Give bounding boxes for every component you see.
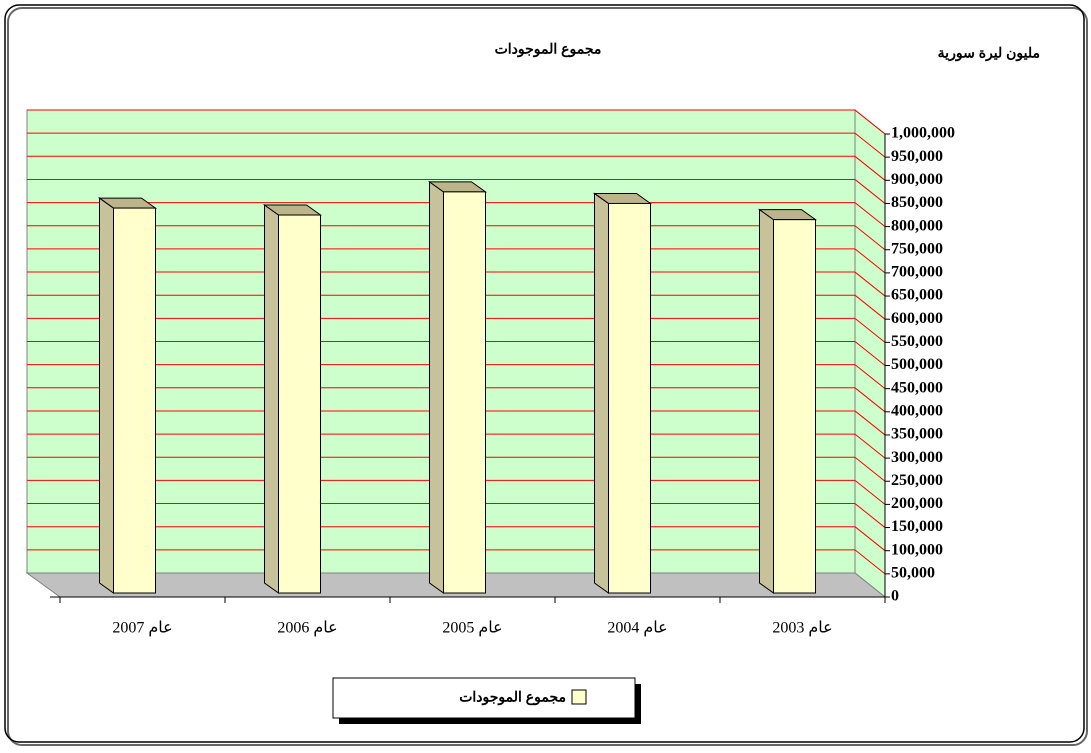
grid-line: [854, 202, 886, 227]
bar-side: [99, 197, 114, 594]
y-tick-label: 450,000: [891, 379, 943, 396]
y-tick-label: 750,000: [891, 240, 943, 257]
x-tick-label: عام 2005: [442, 620, 502, 637]
border-shadow: [7, 7, 1088, 746]
grid-line: [854, 433, 886, 459]
bar: [608, 202, 651, 594]
grid-line: [854, 248, 886, 274]
bar: [278, 214, 321, 594]
grid-line: [854, 179, 886, 204]
y-tick-label: 200,000: [891, 495, 943, 512]
grid-line: [854, 364, 886, 390]
y-tick-label: 950,000: [891, 148, 943, 165]
y-tick-label: 900,000: [891, 171, 943, 188]
bar-side: [594, 192, 609, 594]
y-tick-label: 850,000: [891, 194, 943, 211]
grid-line: [854, 503, 886, 528]
x-tick-label: عام 2004: [607, 620, 667, 637]
x-tick-label: عام 2006: [277, 620, 337, 637]
bar-side: [429, 180, 444, 594]
grid-line: [854, 294, 886, 320]
y-tick-label: 250,000: [891, 472, 943, 489]
x-tick-label: عام 2007: [112, 620, 172, 637]
bar: [113, 207, 156, 594]
y-tick-label: 1,000,000: [891, 125, 955, 142]
bar: [773, 219, 816, 594]
y-tick-label: 350,000: [891, 426, 943, 443]
grid-line: [854, 480, 886, 505]
bar: [443, 191, 486, 594]
y-tick-label: 800,000: [891, 217, 943, 234]
x-tick-label: عام 2003: [772, 620, 832, 637]
grid-line: [854, 132, 886, 158]
grid-line: [854, 109, 886, 135]
y-tick-label: 150,000: [891, 518, 943, 535]
y-tick-label: 100,000: [891, 541, 943, 558]
plot: 0 50,000 100,000 150,000 200,000 250,000 300,0…: [25, 108, 955, 637]
bar-side: [759, 208, 774, 594]
y-tick-label: 500,000: [891, 356, 943, 373]
grid-line: [854, 225, 886, 251]
chart-title: مجموع الموجودات: [495, 41, 602, 58]
legend-swatch: [571, 689, 587, 705]
y-tick-label: 50,000: [891, 565, 935, 582]
grid-line: [854, 271, 886, 297]
y-tick-label: 600,000: [891, 310, 943, 327]
grid-line: [854, 410, 886, 436]
grid-line: [854, 155, 886, 181]
y-tick-label: 550,000: [891, 333, 943, 350]
grid-line: [854, 456, 886, 482]
y-tick-label: 300,000: [891, 449, 943, 466]
y-tick-label: 650,000: [891, 287, 943, 304]
legend-label: مجموع الموجودات: [459, 689, 566, 706]
y-tick-label: 400,000: [891, 402, 943, 419]
grid-line: [854, 387, 886, 413]
y-tick-label: 700,000: [891, 264, 943, 281]
grid-line: [854, 317, 886, 343]
bar-side: [264, 204, 279, 594]
y-tick-label: 0: [891, 588, 899, 605]
y-axis-label: مليون ليرة سورية: [938, 45, 1040, 62]
grid-line: [854, 341, 886, 366]
grid-line: [854, 549, 886, 575]
grid-line: [854, 526, 886, 552]
